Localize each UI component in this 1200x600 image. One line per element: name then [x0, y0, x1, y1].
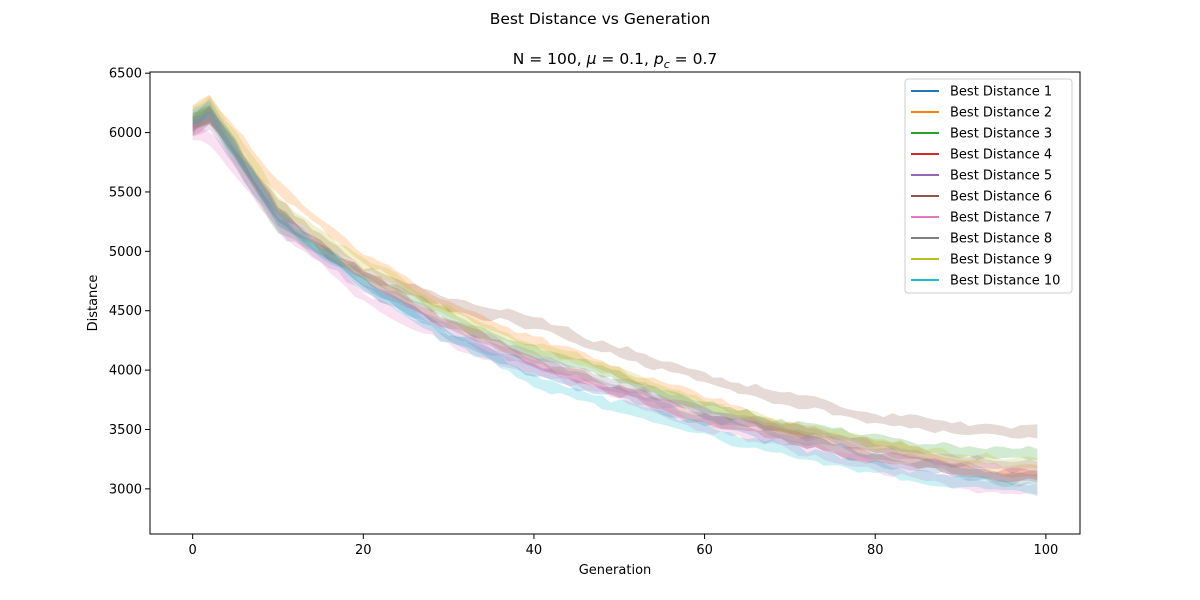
x-tick-label: 20	[355, 543, 372, 558]
legend-label: Best Distance 4	[950, 148, 1052, 163]
legend-label: Best Distance 2	[950, 106, 1052, 121]
x-tick-label: 40	[526, 543, 543, 558]
series-bands	[192, 94, 1038, 497]
legend: Best Distance 1 Best Distance 2 Best Dista…	[904, 78, 1073, 294]
y-tick-label: 4000	[109, 364, 142, 379]
x-tick-label: 60	[696, 543, 713, 558]
x-tick-label: 100	[1033, 543, 1058, 558]
y-tick-label: 4500	[109, 304, 142, 319]
y-tick-label: 5500	[109, 185, 142, 200]
legend-label: Best Distance 7	[950, 211, 1052, 226]
y-axis-ticks: 3000 3500 4000 4500 5000 5500 6000 6500	[109, 67, 150, 497]
legend-label: Best Distance 9	[950, 253, 1052, 268]
x-tick-label: 0	[189, 543, 197, 558]
legend-box	[904, 78, 1073, 294]
chart-title-mu: μ	[586, 50, 597, 68]
chart-title-mu-value: = 0.1,	[596, 50, 653, 68]
chart-title-pc-value: = 0.7	[670, 50, 718, 68]
legend-label: Best Distance 6	[950, 190, 1052, 205]
y-tick-label: 6500	[109, 67, 142, 82]
legend-label: Best Distance 8	[950, 232, 1052, 247]
y-tick-label: 3500	[109, 423, 142, 438]
y-tick-label: 3000	[109, 482, 142, 497]
legend-label: Best Distance 10	[950, 274, 1060, 289]
legend-label: Best Distance 5	[950, 169, 1052, 184]
legend-label: Best Distance 1	[950, 85, 1052, 100]
chart-title-pc-subscript: c	[664, 58, 670, 71]
chart-title-pc: p	[653, 50, 664, 68]
x-axis-ticks: 0 20 40 60 80 100	[189, 534, 1058, 558]
chart-title-prefix: N = 100,	[513, 50, 587, 68]
plot-frame	[149, 71, 1081, 535]
series-band	[192, 104, 1038, 439]
chart-title: N = 100, μ = 0.1, pc = 0.7	[513, 50, 718, 71]
y-tick-label: 5000	[109, 245, 142, 260]
legend-label: Best Distance 3	[950, 127, 1052, 142]
x-tick-label: 80	[867, 543, 884, 558]
x-axis-label: Generation	[579, 563, 652, 578]
chart-suptitle: Best Distance vs Generation	[490, 10, 711, 28]
y-tick-label: 6000	[109, 126, 142, 141]
y-axis-label: Distance	[86, 275, 101, 332]
